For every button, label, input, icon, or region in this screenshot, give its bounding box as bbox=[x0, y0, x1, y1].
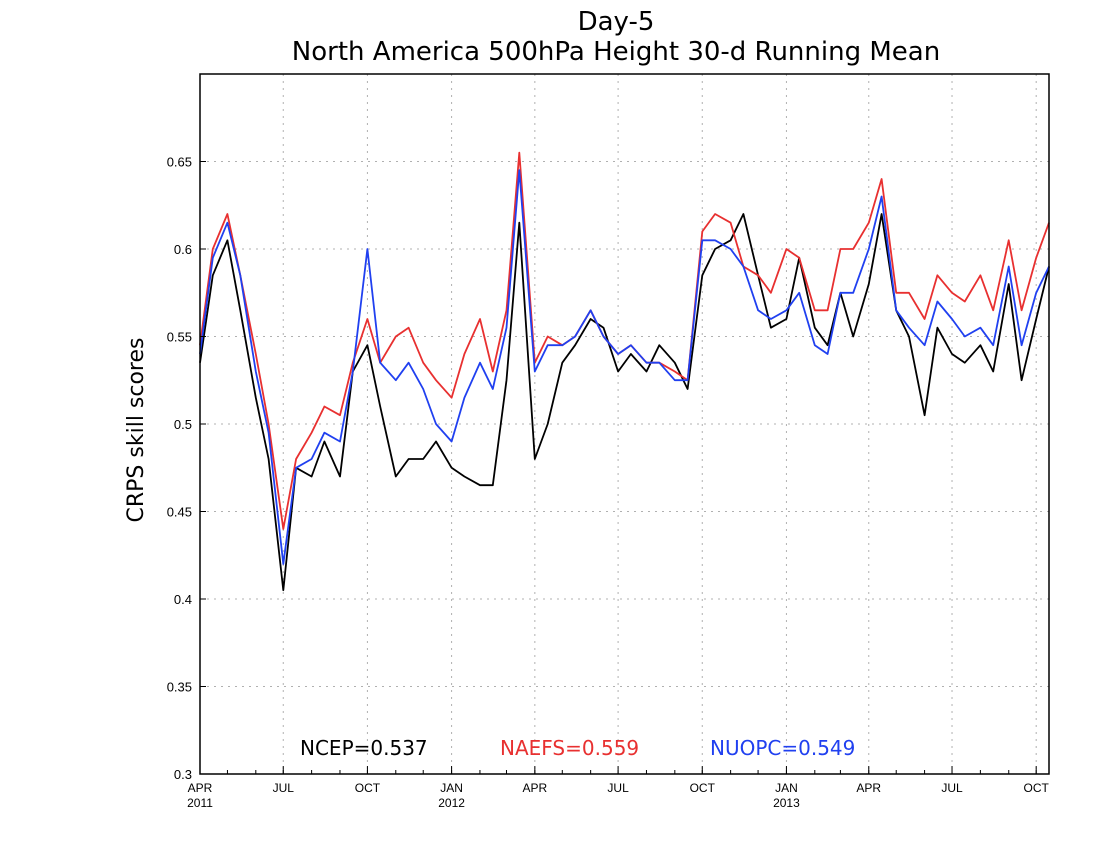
x-tick-label: APR bbox=[522, 781, 547, 795]
y-axis-label: CRPS skill scores bbox=[124, 338, 149, 523]
y-tick-label: 0.3 bbox=[174, 767, 192, 782]
y-tick-label: 0.4 bbox=[174, 592, 192, 607]
x-tick-year-label: 2013 bbox=[773, 796, 800, 810]
x-tick-year-label: 2012 bbox=[438, 796, 465, 810]
x-tick-label: JAN bbox=[775, 781, 798, 795]
y-tick-label: 0.6 bbox=[174, 242, 192, 257]
y-axis-ticks: 0.3 0.35 0.4 0.45 0.5 0.55 0.6 0.65 bbox=[167, 155, 206, 782]
grid-lines bbox=[200, 74, 1049, 774]
legend-ncep: NCEP=0.537 bbox=[300, 736, 428, 760]
legend-naefs: NAEFS=0.559 bbox=[500, 736, 639, 760]
legend-nuopc: NUOPC=0.549 bbox=[710, 736, 855, 760]
x-tick-year-label: 2011 bbox=[187, 796, 213, 810]
x-tick-label: JUL bbox=[273, 781, 295, 795]
y-tick-label: 0.65 bbox=[167, 155, 192, 170]
series-line-nuopc bbox=[199, 169, 1050, 565]
chart-subtitle: North America 500hPa Height 30-d Running… bbox=[292, 37, 940, 67]
y-tick-label: 0.45 bbox=[167, 505, 192, 520]
y-tick-label: 0.55 bbox=[167, 330, 192, 345]
y-tick-label: 0.35 bbox=[167, 680, 192, 695]
series-lines bbox=[199, 151, 1050, 592]
chart-title: Day-5 bbox=[578, 7, 655, 37]
x-tick-label: OCT bbox=[690, 781, 716, 795]
x-tick-label: APR bbox=[188, 781, 213, 795]
plot-frame bbox=[199, 73, 1050, 775]
series-line-ncep bbox=[199, 213, 1050, 592]
x-tick-label: JAN bbox=[440, 781, 463, 795]
legend: NCEP=0.537 NAEFS=0.559 NUOPC=0.549 bbox=[300, 736, 855, 760]
y-tick-label: 0.5 bbox=[174, 417, 192, 432]
x-tick-label: JUL bbox=[607, 781, 629, 795]
x-tick-label: JUL bbox=[941, 781, 963, 795]
x-tick-label: APR bbox=[856, 781, 881, 795]
x-tick-label: OCT bbox=[355, 781, 381, 795]
x-tick-label: OCT bbox=[1024, 781, 1050, 795]
